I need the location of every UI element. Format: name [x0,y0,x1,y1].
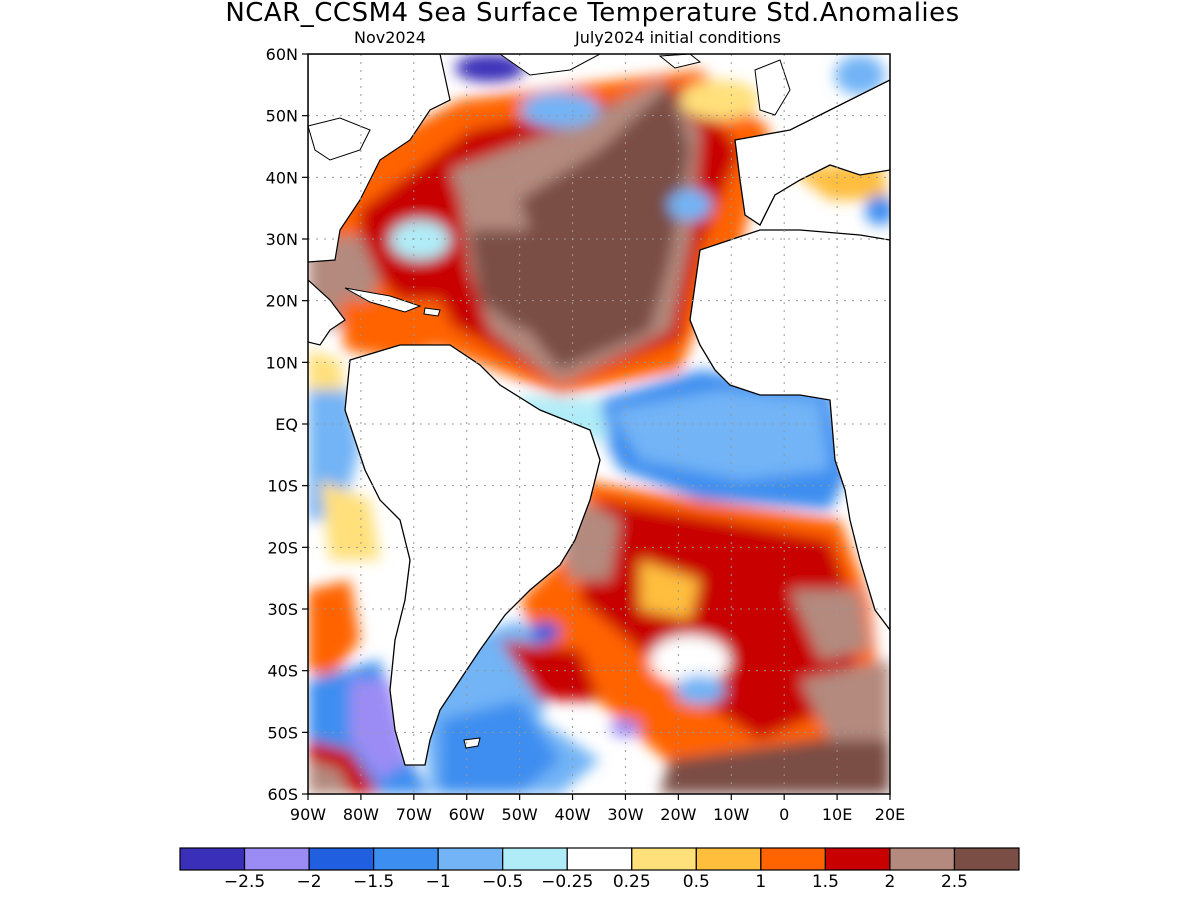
colorbar-swatch [760,847,826,871]
lon-label: 10W [713,805,749,824]
colorbar-tick-label: −0.5 [482,872,523,892]
colorbar [179,847,1020,871]
latitude-labels: 60N 50N 40N 30N 20N 10N EQ 10S 20S 30S 40S 50S 60S [266,45,308,804]
colorbar-labels: −2.5 −2 −1.5 −1 −0.5 −0.25 0.25 0.5 1 1.5 2 2.5 [224,872,968,892]
africa-land [689,229,890,632]
colorbar-swatch [179,847,246,871]
lat-label: 40N [266,168,298,187]
longitude-labels: 90W 80W 70W 60W 50W 40W 30W 20W 10W 0 10E 20E [290,794,905,824]
colorbar-tick-label: −2 [297,872,322,892]
graticule [308,54,890,794]
colorbar-swatch [373,847,439,871]
colorbar-tick-label: 0.5 [683,872,710,892]
lat-label: 50N [266,107,298,126]
colorbar-swatch [953,847,1020,871]
lat-label: 60N [266,45,298,64]
colorbar-tick-label: −1 [426,872,451,892]
lat-label: 10N [266,353,298,372]
colorbar-swatch [566,847,633,871]
colorbar-tick-label: 2.5 [941,872,968,892]
lon-label: 40W [554,805,590,824]
lon-label: 90W [290,805,326,824]
lat-label: 40S [267,662,298,681]
lon-label: 20W [660,805,696,824]
colorbar-swatch [243,847,310,871]
colorbar-swatch [502,847,568,871]
lat-label: 60S [267,785,298,804]
south-america-land [344,344,601,766]
colorbar-swatch [631,847,697,871]
colorbar-swatch [437,847,504,871]
lat-label: 50S [267,723,298,742]
colorbar-tick-label: −1.5 [353,872,394,892]
europe-land [734,79,890,226]
lat-label: 30N [266,230,298,249]
lon-label: 70W [396,805,432,824]
colorbar-tick-label: −2.5 [224,872,265,892]
colorbar-tick-label: −0.25 [541,872,593,892]
lon-label: 50W [502,805,538,824]
central-america-land [308,279,346,346]
lat-label: 20N [266,292,298,311]
colorbar-tick-label: 1.5 [812,872,839,892]
colorbar-tick-label: 2 [885,872,896,892]
lon-label: 0 [779,805,789,824]
colorbar-swatch [889,847,956,871]
lon-label: 60W [449,805,485,824]
colorbar-tick-label: 1 [755,872,766,892]
lat-label: 10S [267,477,298,496]
lon-label: 30W [607,805,643,824]
lon-label: 10E [822,805,852,824]
colorbar-swatch [308,847,375,871]
colorbar-swatch [695,847,762,871]
land-masses [308,54,890,766]
lon-label: 20E [875,805,905,824]
forecast-month: Nov2024 [354,28,426,47]
initial-conditions-label: July2024 initial conditions [575,28,781,47]
colorbar-tick-label: 0.25 [613,872,651,892]
colorbar-swatch [824,847,891,871]
north-america-land [308,54,451,263]
lat-label: 20S [267,538,298,557]
lat-label: 30S [267,600,298,619]
lon-label: 80W [343,805,379,824]
lat-label: EQ [275,415,298,434]
map-title: NCAR_CCSM4 Sea Surface Temperature Std.A… [225,0,960,28]
